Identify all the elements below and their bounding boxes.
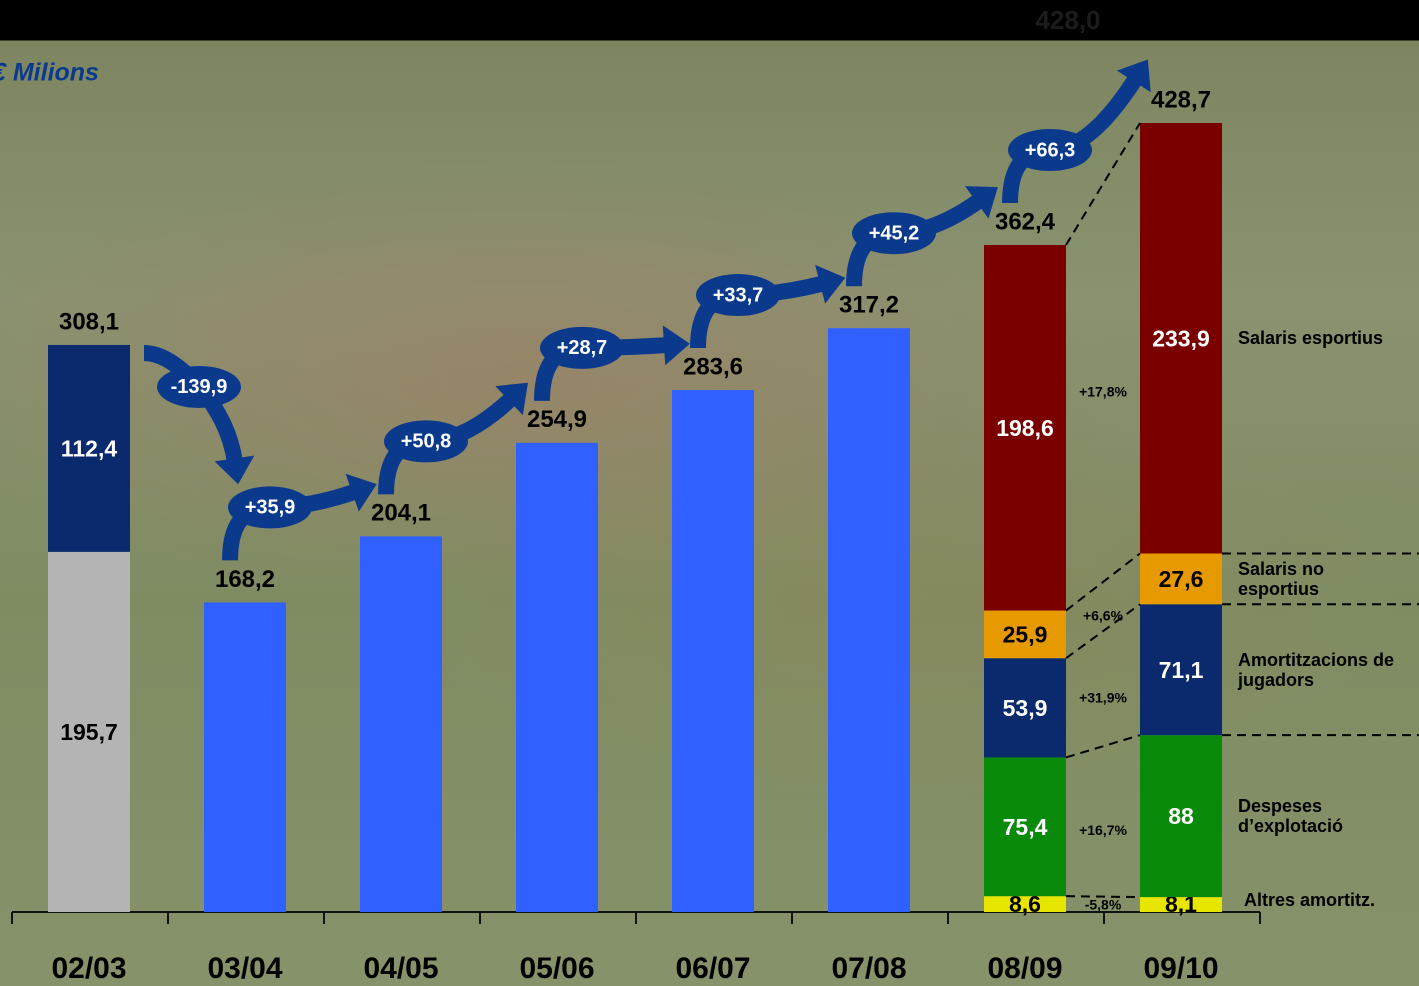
change-label: +33,7 (713, 284, 764, 306)
total-label: 168,2 (215, 566, 275, 593)
x-tick-label: 07/08 (831, 952, 906, 985)
segment-label: 233,9 (1152, 325, 1210, 351)
total-label: 317,2 (839, 292, 899, 319)
total-label: 204,1 (371, 500, 431, 527)
change-label: -139,9 (171, 376, 228, 398)
x-tick-label: 05/06 (519, 952, 594, 985)
growth-label: +6,6% (1083, 607, 1124, 623)
segment-label: 27,6 (1159, 566, 1204, 592)
legend-label: Salaris esportius (1238, 328, 1398, 348)
connector (1066, 735, 1140, 757)
x-tick-label: 09/10 (1143, 952, 1218, 985)
change-label: +35,9 (245, 497, 296, 519)
legend-label: Altres amortitz. (1244, 890, 1404, 910)
x-tick-label: 03/04 (207, 952, 282, 985)
x-tick-label: 08/09 (987, 952, 1062, 985)
bar (204, 602, 286, 912)
segment-label: 71,1 (1159, 657, 1204, 683)
bar (360, 536, 442, 912)
segment-label: 198,6 (996, 415, 1054, 441)
chart: € Milions 428,0 02/03 195,7 112,4 308,1 03/0… (0, 0, 1419, 986)
growth-label: +16,7% (1079, 822, 1127, 838)
segment-label: 25,9 (1003, 621, 1048, 647)
legend-label: Amortitzacions de jugadors (1238, 650, 1398, 690)
unit-label: € Milions (0, 59, 99, 87)
change-label: +45,2 (869, 222, 920, 244)
segment-label: 53,9 (1003, 695, 1048, 721)
connector (1066, 553, 1140, 610)
change-label: +28,7 (557, 337, 608, 359)
total-label: 254,9 (527, 406, 587, 433)
growth-label: +17,8% (1079, 384, 1127, 400)
faded-label: 428,0 (1035, 5, 1100, 35)
bar (672, 390, 754, 912)
bar (516, 443, 598, 912)
x-tick-label: 02/03 (51, 952, 126, 985)
bar (828, 328, 910, 912)
change-label: +50,8 (401, 431, 452, 453)
x-tick-label: 04/05 (363, 952, 438, 985)
change-label: +66,3 (1025, 139, 1076, 161)
total-label: 308,1 (59, 308, 119, 335)
change-arrowhead (215, 456, 255, 485)
x-tick-label: 06/07 (675, 952, 750, 985)
total-label: 362,4 (995, 208, 1056, 235)
segment-label: 75,4 (1003, 814, 1048, 840)
total-label: 283,6 (683, 353, 743, 380)
segment-label: 88 (1168, 803, 1194, 829)
chart-page: € Milions 428,0 02/03 195,7 112,4 308,1 03/0… (0, 0, 1419, 986)
legend-label: Despeses d’explotació (1238, 796, 1398, 836)
segment-label: 112,4 (61, 435, 117, 461)
growth-label: +31,9% (1079, 689, 1127, 705)
legend-label: Salaris no esportius (1238, 559, 1398, 599)
segment-label: 195,7 (60, 719, 118, 745)
total-label: 428,7 (1151, 86, 1211, 113)
growth-label: -5,8% (1085, 897, 1122, 913)
